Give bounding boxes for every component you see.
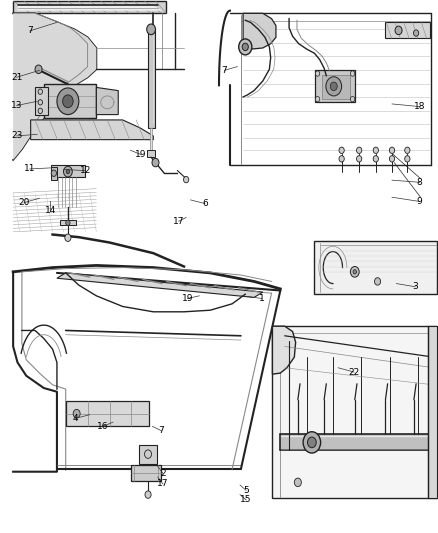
Circle shape (374, 278, 381, 285)
Circle shape (152, 158, 159, 167)
Circle shape (389, 156, 395, 162)
Polygon shape (96, 87, 118, 115)
Text: 1: 1 (259, 294, 265, 303)
Text: 4: 4 (73, 414, 78, 423)
Circle shape (294, 478, 301, 487)
Text: 20: 20 (18, 198, 30, 207)
Polygon shape (57, 273, 263, 297)
Polygon shape (13, 1, 166, 13)
Text: 3: 3 (412, 282, 418, 291)
Text: 17: 17 (157, 480, 169, 488)
Text: 18: 18 (414, 102, 425, 111)
Polygon shape (51, 165, 85, 177)
Circle shape (66, 220, 70, 225)
Polygon shape (272, 326, 296, 374)
Circle shape (57, 88, 79, 115)
Text: 12: 12 (80, 166, 91, 175)
Text: 9: 9 (417, 197, 423, 206)
Text: 14: 14 (45, 206, 56, 215)
Polygon shape (322, 75, 350, 99)
Polygon shape (51, 167, 57, 180)
Circle shape (350, 266, 359, 277)
Circle shape (51, 170, 57, 176)
Text: 2: 2 (160, 469, 166, 478)
Polygon shape (66, 401, 149, 426)
Circle shape (303, 432, 321, 453)
Circle shape (395, 26, 402, 35)
Circle shape (315, 71, 320, 76)
Polygon shape (131, 465, 161, 481)
Polygon shape (35, 87, 48, 115)
Circle shape (64, 166, 72, 177)
Circle shape (357, 147, 362, 154)
Circle shape (184, 176, 189, 183)
Circle shape (330, 82, 337, 91)
Text: 22: 22 (348, 368, 360, 376)
Text: 13: 13 (11, 101, 22, 110)
Text: 23: 23 (11, 132, 22, 140)
Text: 6: 6 (202, 199, 208, 208)
Text: 15: 15 (240, 496, 252, 504)
Text: 11: 11 (24, 165, 35, 173)
Polygon shape (280, 434, 436, 450)
Polygon shape (315, 70, 355, 102)
Text: 19: 19 (182, 294, 193, 303)
Text: 8: 8 (417, 178, 423, 187)
Text: 7: 7 (221, 66, 227, 75)
Text: 7: 7 (27, 27, 33, 35)
Polygon shape (243, 13, 276, 49)
Polygon shape (428, 326, 437, 498)
Polygon shape (13, 13, 96, 160)
Polygon shape (147, 150, 155, 157)
Polygon shape (385, 22, 430, 38)
Circle shape (339, 156, 344, 162)
Circle shape (66, 169, 70, 174)
Circle shape (389, 147, 395, 154)
Polygon shape (139, 445, 157, 464)
Circle shape (145, 491, 151, 498)
Polygon shape (60, 220, 76, 225)
Circle shape (405, 147, 410, 154)
Circle shape (73, 409, 80, 418)
Polygon shape (272, 326, 437, 498)
Polygon shape (148, 29, 155, 128)
Text: 5: 5 (243, 486, 249, 495)
Circle shape (65, 234, 71, 241)
Circle shape (413, 30, 419, 36)
Circle shape (38, 89, 42, 94)
Text: 21: 21 (11, 73, 22, 82)
Polygon shape (150, 128, 152, 155)
Circle shape (373, 147, 378, 154)
Circle shape (242, 43, 248, 51)
Circle shape (405, 156, 410, 162)
Text: 16: 16 (97, 422, 109, 431)
Text: 19: 19 (135, 150, 147, 159)
Circle shape (239, 39, 252, 55)
Polygon shape (18, 5, 162, 11)
Circle shape (307, 437, 316, 448)
Circle shape (350, 71, 355, 76)
Circle shape (357, 156, 362, 162)
Polygon shape (44, 84, 96, 118)
Circle shape (147, 24, 155, 35)
Polygon shape (31, 120, 153, 140)
Circle shape (38, 100, 42, 105)
Circle shape (373, 156, 378, 162)
Circle shape (350, 96, 355, 102)
Circle shape (326, 77, 342, 96)
Text: 17: 17 (173, 217, 184, 225)
Circle shape (38, 108, 42, 114)
Circle shape (35, 65, 42, 74)
Circle shape (353, 270, 357, 274)
Text: 7: 7 (158, 426, 164, 435)
Polygon shape (314, 241, 437, 294)
Circle shape (315, 96, 320, 102)
Circle shape (339, 147, 344, 154)
Circle shape (145, 450, 152, 458)
Circle shape (63, 95, 73, 108)
